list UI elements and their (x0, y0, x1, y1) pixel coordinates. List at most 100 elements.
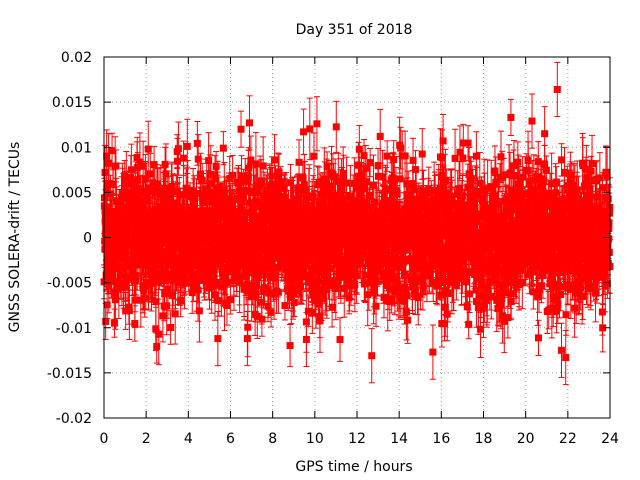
data-point (118, 206, 126, 214)
data-point (308, 309, 316, 317)
data-point (152, 298, 160, 306)
data-point (223, 279, 231, 287)
data-point (158, 257, 166, 265)
data-point (105, 282, 113, 290)
data-point (146, 170, 154, 178)
data-point (267, 308, 275, 316)
data-point (151, 210, 159, 218)
data-point (214, 184, 222, 192)
data-point (117, 249, 125, 257)
data-point (142, 283, 150, 291)
data-point (195, 307, 203, 315)
data-point (300, 128, 308, 136)
data-point (178, 270, 186, 278)
data-point (240, 191, 248, 199)
data-point (277, 259, 285, 267)
data-point (109, 180, 117, 188)
data-point (193, 189, 201, 197)
data-point (163, 251, 171, 259)
data-point (144, 196, 152, 204)
data-point (224, 267, 232, 275)
data-point (193, 139, 201, 147)
data-point (121, 251, 129, 259)
data-point (290, 298, 298, 306)
data-point (110, 289, 118, 297)
data-point (102, 208, 110, 216)
data-point (251, 219, 259, 227)
data-point (297, 283, 305, 291)
data-points (100, 61, 614, 386)
data-point (205, 157, 213, 165)
data-point (198, 177, 206, 185)
data-point (314, 267, 322, 275)
data-point (256, 266, 264, 274)
data-point (160, 193, 168, 201)
data-point (173, 265, 181, 273)
data-point (265, 289, 273, 297)
data-point (173, 157, 181, 165)
data-point (177, 296, 185, 304)
data-point (103, 301, 111, 309)
data-point (103, 185, 111, 193)
data-point (245, 164, 253, 172)
data-point (228, 201, 236, 209)
data-point (136, 158, 144, 166)
data-point (125, 303, 133, 311)
data-point (112, 162, 120, 170)
data-point (318, 289, 326, 297)
data-point (258, 315, 266, 323)
data-point (316, 259, 324, 267)
data-point (211, 173, 219, 181)
data-point (140, 207, 148, 215)
data-point (226, 296, 234, 304)
data-point (274, 263, 282, 271)
data-point (226, 235, 234, 243)
data-point (306, 125, 314, 133)
data-point (285, 219, 293, 227)
data-point (121, 282, 129, 290)
data-point (298, 273, 306, 281)
data-point (207, 220, 215, 228)
data-point (271, 156, 279, 164)
data-point (257, 177, 265, 185)
data-point (234, 179, 242, 187)
data-point (288, 254, 296, 262)
data-point (318, 198, 326, 206)
data-point (297, 230, 305, 238)
data-point (248, 292, 256, 300)
data-point (110, 319, 118, 327)
data-point (103, 152, 111, 160)
data-point (151, 234, 159, 242)
data-point (241, 177, 249, 185)
data-point (281, 302, 289, 310)
data-point (186, 192, 194, 200)
data-point (167, 324, 175, 332)
data-point (312, 228, 320, 236)
data-point (122, 192, 130, 200)
data-point (305, 192, 313, 200)
data-point (167, 213, 175, 221)
data-point (174, 277, 182, 285)
data-point (163, 302, 171, 310)
data-point (208, 283, 216, 291)
data-point (272, 238, 280, 246)
data-point (132, 275, 140, 283)
data-point (125, 274, 133, 282)
data-point (153, 342, 161, 350)
data-point (162, 170, 170, 178)
data-point (122, 307, 130, 315)
data-point (310, 152, 318, 160)
data-point (295, 158, 303, 166)
data-point (295, 198, 303, 206)
data-point (244, 281, 252, 289)
data-point (182, 209, 190, 217)
data-point (279, 250, 287, 258)
data-point (155, 330, 163, 338)
data-point (154, 180, 162, 188)
data-point (287, 294, 295, 302)
data-point (160, 214, 168, 222)
data-point (312, 293, 320, 301)
data-point (176, 208, 184, 216)
data-point (180, 154, 188, 162)
data-point (314, 300, 322, 308)
